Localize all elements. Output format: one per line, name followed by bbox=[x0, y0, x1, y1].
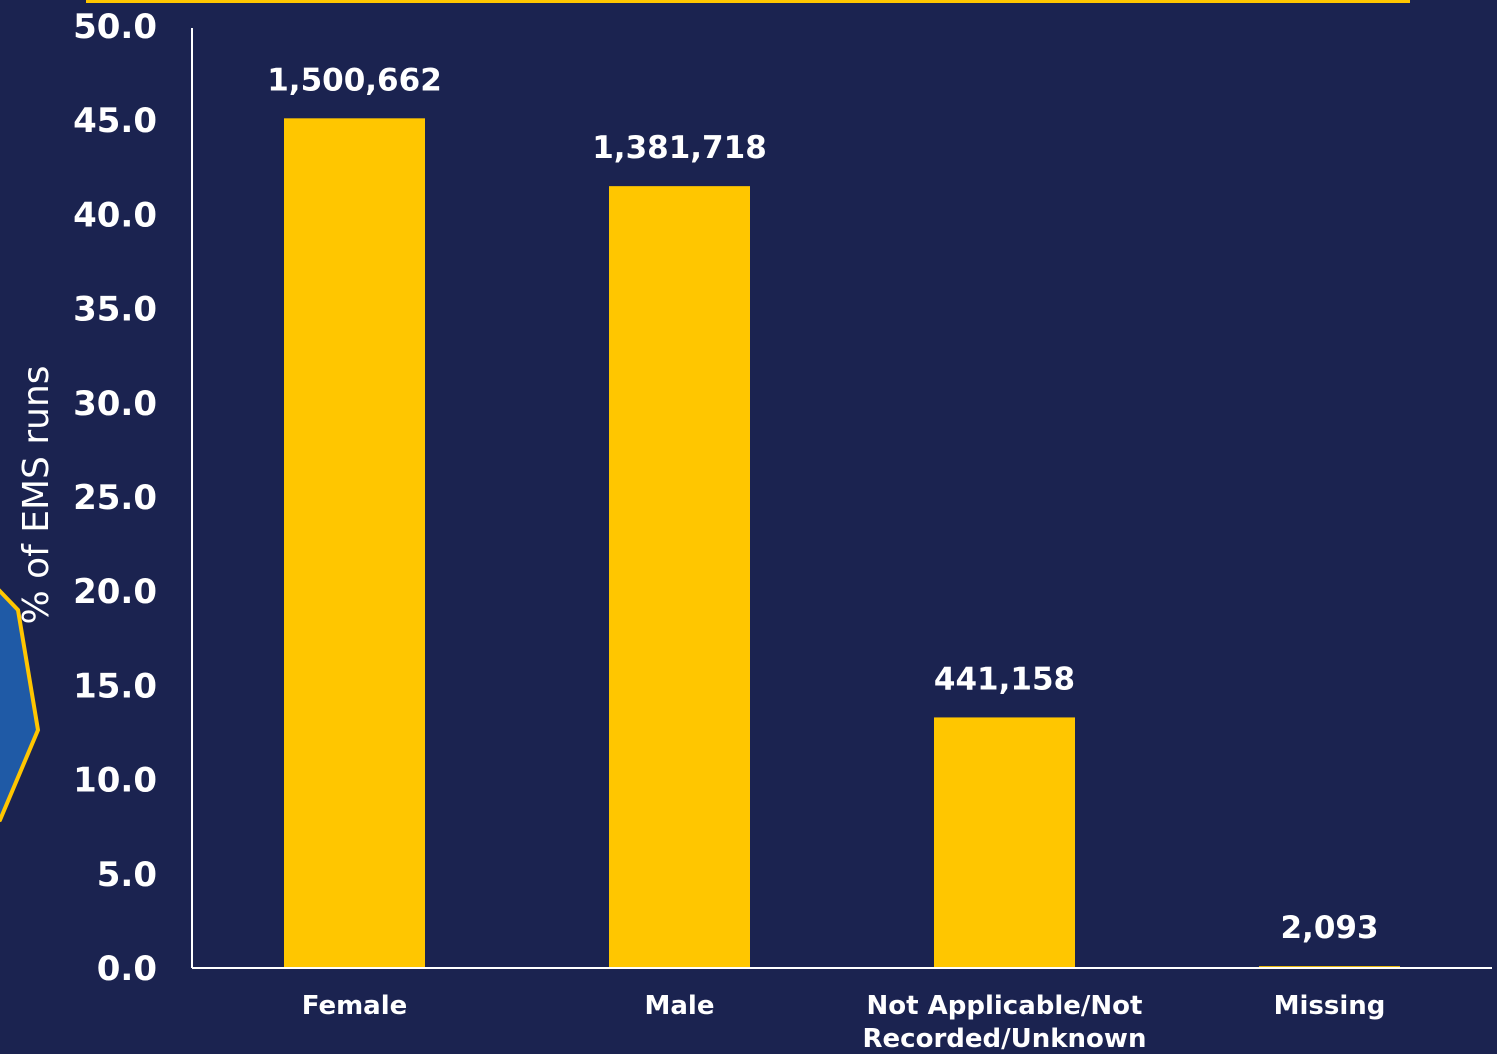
y-tick-label: 45.0 bbox=[73, 101, 157, 141]
y-axis-title: % of EMS runs bbox=[16, 365, 57, 624]
y-tick-label: 20.0 bbox=[73, 572, 157, 612]
y-axis-ticks: 0.0 5.0 10.0 15.0 20.0 25.0 30.0 35.0 40.0 45.0 50… bbox=[73, 7, 157, 989]
data-labels: 1,500,662 1,381,718 441,158 2,093 bbox=[267, 62, 1378, 946]
bar-value-label: 1,500,662 bbox=[267, 62, 442, 98]
x-axis-category-labels: Female Male Not Applicable/NotRecorded/Unk… bbox=[302, 991, 1386, 1054]
x-category-label: Male bbox=[645, 991, 715, 1021]
x-category-label: Not Applicable/Not bbox=[867, 991, 1143, 1021]
y-tick-label: 0.0 bbox=[97, 949, 157, 989]
bar-value-label: 1,381,718 bbox=[592, 130, 767, 166]
bar-value-label: 2,093 bbox=[1280, 910, 1378, 946]
bar bbox=[284, 118, 425, 969]
y-tick-label: 40.0 bbox=[73, 195, 157, 235]
bar-value-label: 441,158 bbox=[934, 661, 1075, 697]
y-tick-label: 15.0 bbox=[73, 666, 157, 706]
y-tick-label: 5.0 bbox=[97, 855, 157, 895]
x-category-label: Recorded/Unknown bbox=[863, 1024, 1147, 1054]
x-category-label: Missing bbox=[1274, 991, 1386, 1021]
y-tick-label: 50.0 bbox=[73, 7, 157, 47]
y-tick-label: 35.0 bbox=[73, 290, 157, 330]
y-tick-label: 10.0 bbox=[73, 761, 157, 801]
top-banner-border bbox=[86, 0, 1410, 3]
y-tick-label: 25.0 bbox=[73, 478, 157, 518]
y-tick-label: 30.0 bbox=[73, 384, 157, 424]
x-category-label: Female bbox=[302, 991, 408, 1021]
side-badge-shape bbox=[0, 588, 41, 823]
bar bbox=[934, 717, 1075, 968]
bar-series bbox=[284, 118, 1400, 969]
bar bbox=[609, 186, 750, 968]
